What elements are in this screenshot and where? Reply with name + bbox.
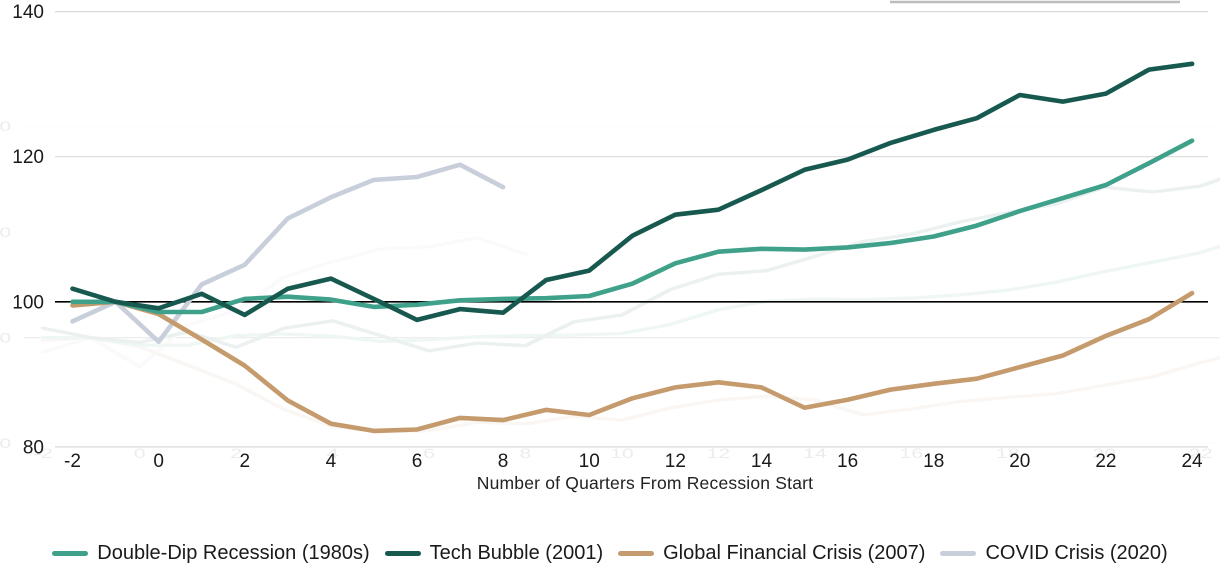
x-tick-label: -2 — [64, 451, 81, 472]
series-line-tech-bubble-2001 — [70, 61, 1195, 323]
y-tick-label: 100 — [12, 292, 44, 313]
series-line-covid-crisis-2020 — [70, 162, 506, 345]
y-tick-label: 140 — [12, 2, 44, 23]
x-tick-label: 14 — [751, 451, 773, 472]
series-line-double-dip-recession-1980s — [70, 138, 1195, 315]
legend-label: COVID Crisis (2020) — [985, 541, 1168, 564]
legend-swatch — [618, 550, 655, 556]
chart-legend: Double-Dip Recession (1980s) Tech Bubble … — [0, 536, 1220, 570]
x-tick-label: 22 — [1189, 446, 1213, 461]
x-tick-label: 12 — [707, 446, 731, 461]
legend-swatch — [52, 550, 89, 556]
x-tick-label: -2 — [34, 446, 53, 461]
x-tick-label: 6 — [423, 446, 435, 461]
x-tick-label: 8 — [520, 446, 532, 461]
y-tick-label: 100 — [0, 330, 11, 345]
x-tick-label: 18 — [996, 446, 1020, 461]
x-tick-label: 4 — [326, 451, 337, 472]
legend-item-tech-bubble-2001: Tech Bubble (2001) — [384, 541, 604, 565]
x-tick-label: 20 — [1092, 446, 1116, 461]
legend-item-global-financial-crisis-2007: Global Financial Crisis (2007) — [618, 542, 925, 565]
legend-label: Global Financial Crisis (2007) — [663, 541, 926, 564]
x-tick-label: 0 — [134, 446, 146, 461]
legend-item-double-dip-recession-1980s: Double-Dip Recession (1980s) — [52, 541, 370, 565]
series-line-global-financial-crisis-2007 — [70, 290, 1195, 434]
x-tick-label: 6 — [412, 451, 423, 472]
x-tick-label: 8 — [498, 451, 509, 472]
x-tick-label: 18 — [923, 451, 944, 472]
y-tick-label: 140 — [0, 119, 11, 134]
y-tick-label: 80 — [0, 436, 11, 451]
x-tick-label: 2 — [239, 451, 250, 472]
y-tick-label: 80 — [23, 437, 44, 458]
series-line-covid-crisis-2020 — [40, 236, 529, 369]
legend-swatch — [384, 550, 421, 556]
x-tick-label: 16 — [899, 446, 923, 461]
x-tick-label: 14 — [803, 446, 827, 461]
x-tick-label: 22 — [1095, 451, 1116, 472]
legend-label: Tech Bubble (2001) — [429, 541, 604, 564]
y-tick-label: 120 — [0, 224, 11, 239]
x-tick-label: 2 — [230, 446, 242, 461]
x-tick-label: 12 — [665, 451, 686, 472]
x-tick-label: 0 — [153, 451, 164, 472]
series-line-double-dip-recession-1980s — [40, 244, 1220, 347]
x-tick-label: 10 — [610, 446, 634, 461]
legend-label: Double-Dip Recession (1980s) — [97, 541, 370, 564]
x-tick-label: 16 — [837, 451, 858, 472]
x-tick-label: 24 — [1181, 451, 1203, 472]
x-axis-title: Number of Quarters From Recession Start — [477, 473, 814, 493]
x-tick-label: 20 — [1009, 451, 1030, 472]
series-line-tech-bubble-2001 — [40, 177, 1220, 353]
legend-item-covid-crisis-2020: COVID Crisis (2020) — [940, 541, 1168, 565]
series-line-global-financial-crisis-2007 — [40, 336, 1220, 434]
legend-swatch — [940, 550, 977, 556]
x-tick-label: 4 — [327, 446, 339, 461]
x-tick-label: 10 — [579, 451, 600, 472]
y-tick-label: 120 — [12, 147, 44, 168]
